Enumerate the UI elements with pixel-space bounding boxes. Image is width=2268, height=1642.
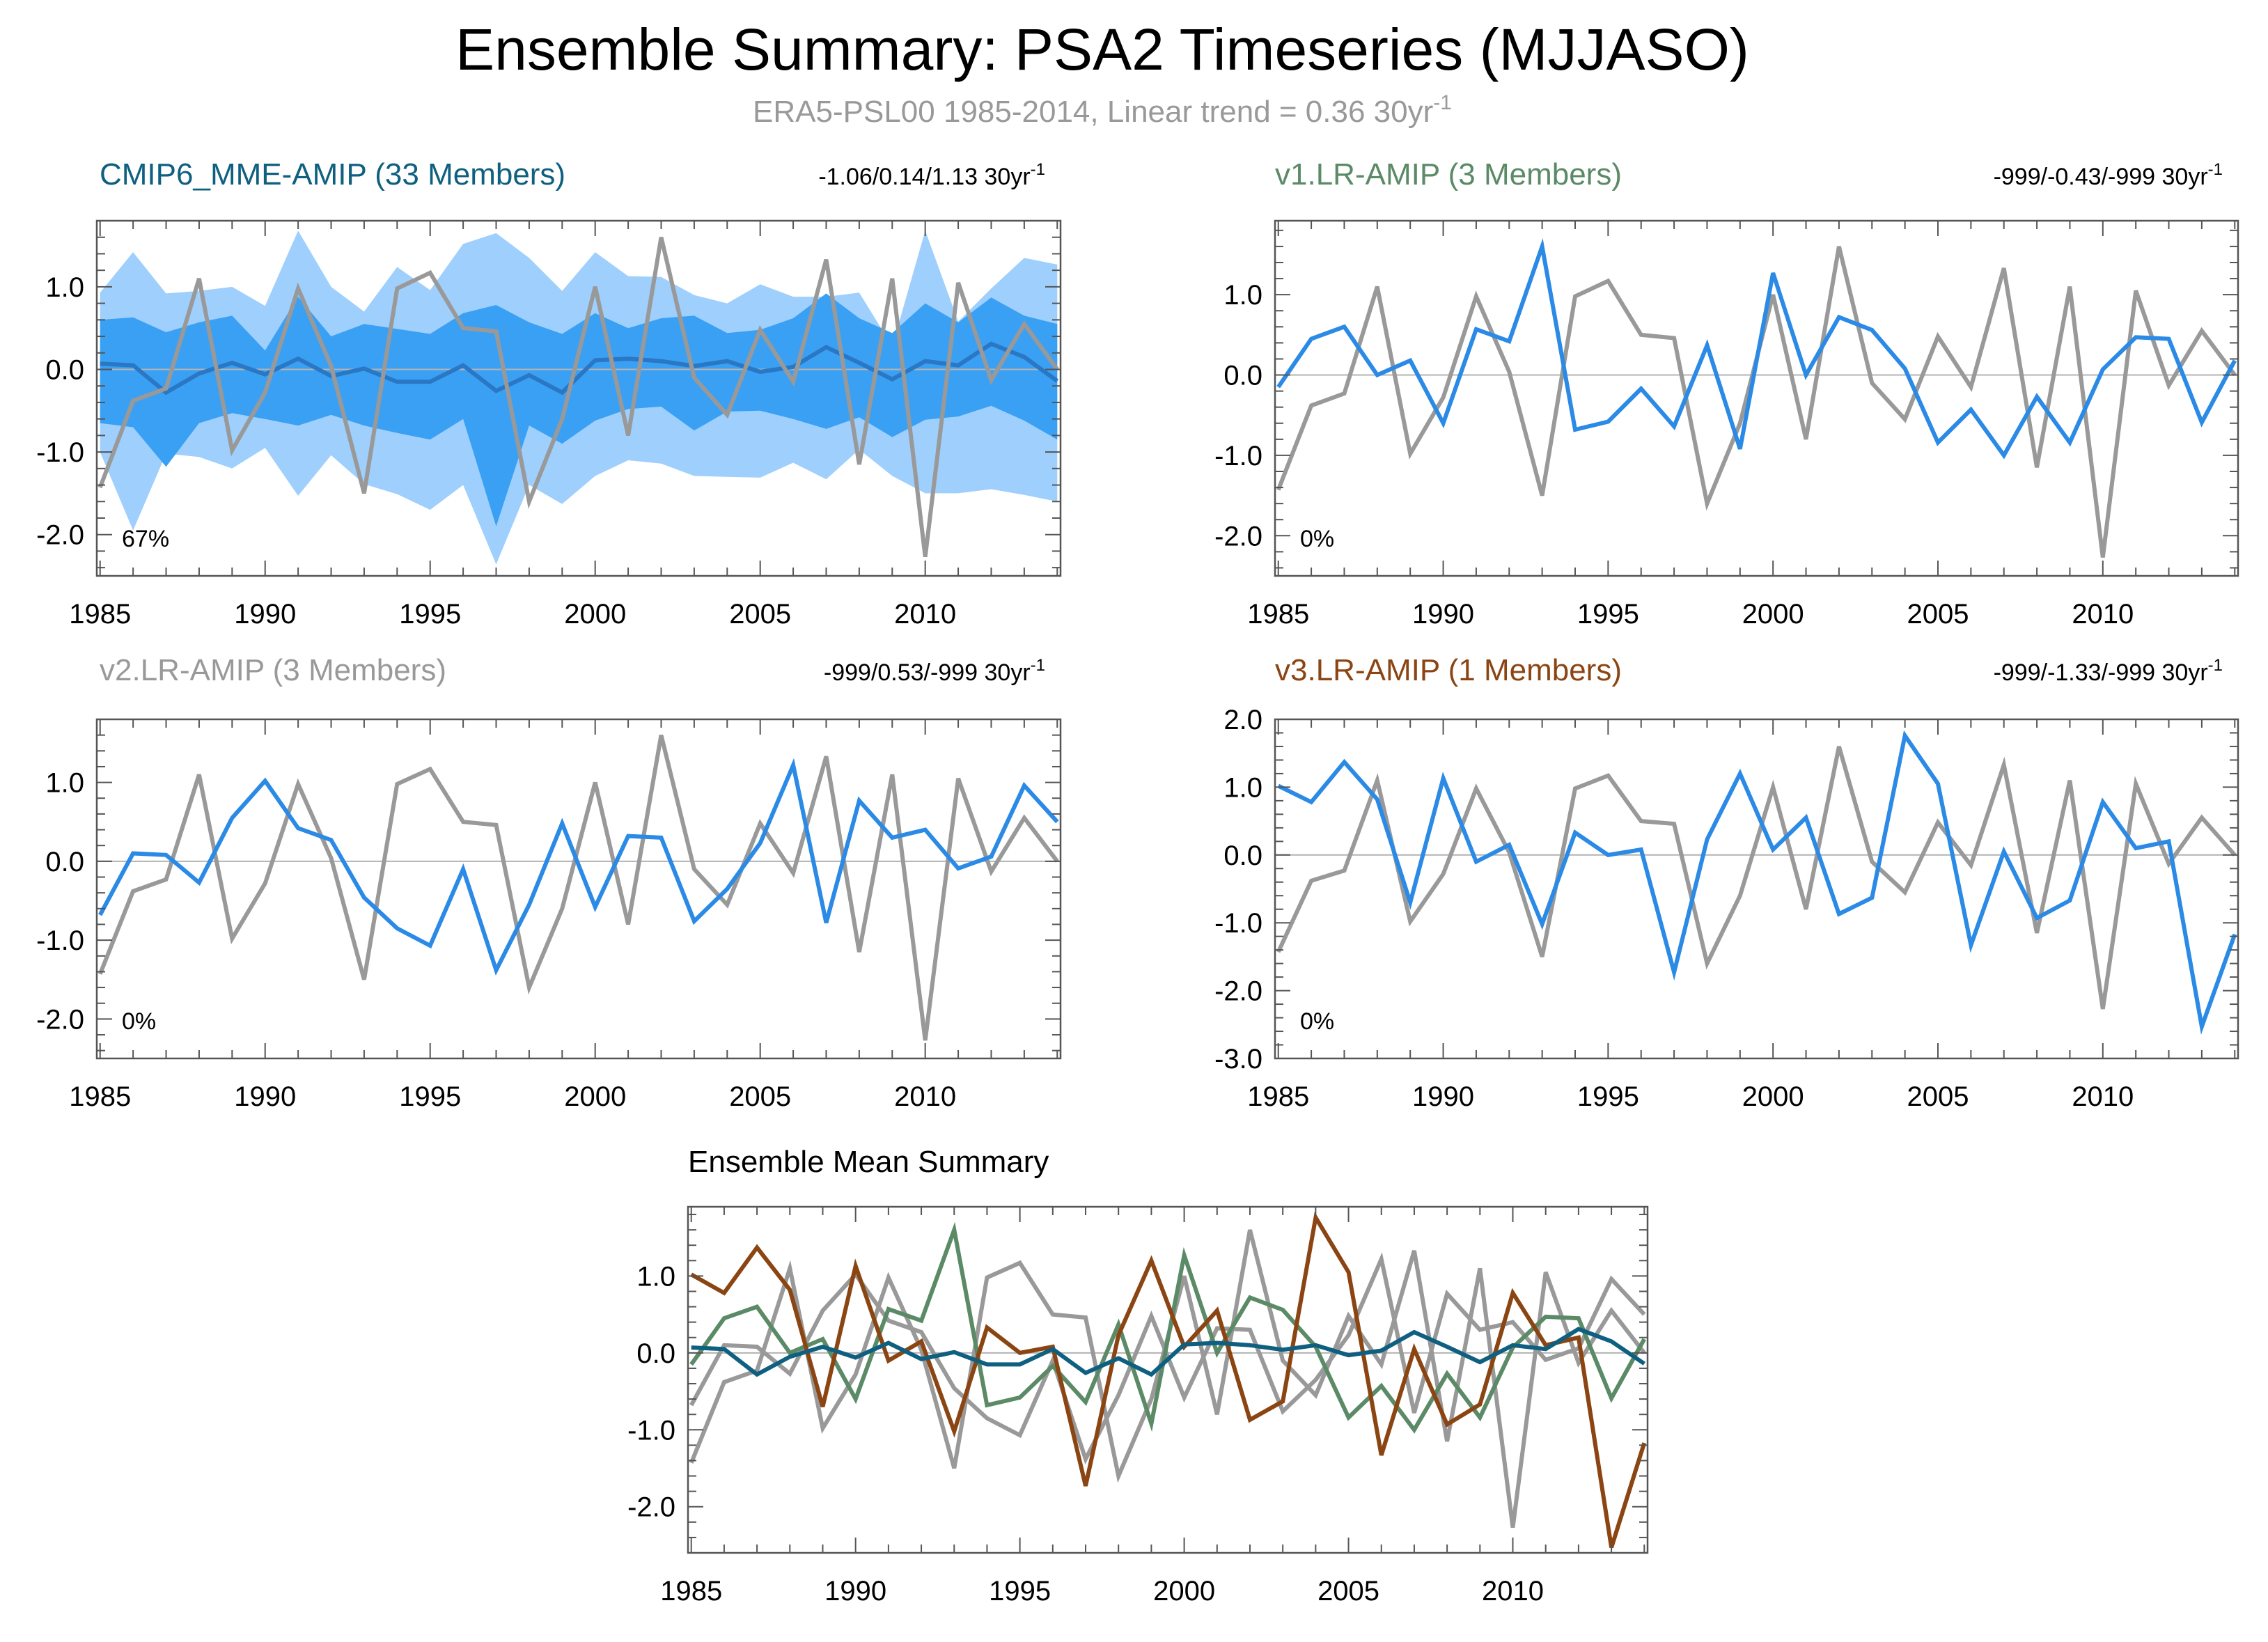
plot-area (688, 1212, 1648, 1549)
x-tick-label: 1985 (1247, 599, 1309, 630)
y-tick-label: 0.0 (45, 847, 84, 877)
series-line-mme-mean (100, 341, 1059, 396)
series-line-observed (689, 1229, 1646, 1528)
plot-frame (687, 1205, 1649, 1554)
x-tick-label: 1995 (1577, 1081, 1639, 1112)
panel-stats: -999/0.53/-999 30yr-1 (824, 656, 1045, 686)
percent-label: 0% (1300, 1008, 1334, 1035)
y-tick-label: 0.0 (45, 354, 84, 385)
x-tick-label: 2005 (1907, 1081, 1969, 1112)
x-tick-label: 1990 (1412, 1081, 1474, 1112)
y-tick-label: 1.0 (45, 768, 84, 799)
plot-area (1275, 238, 2238, 558)
plot-frame (95, 718, 1062, 1060)
range-band-inner (100, 293, 1058, 526)
panel-title: CMIP6_MME-AMIP (33 Members) (100, 157, 565, 191)
y-tick-label: -1.0 (36, 925, 84, 956)
y-tick-label: -2.0 (36, 1004, 84, 1035)
x-tick-label: 2000 (564, 599, 626, 630)
x-tick-label: 2005 (729, 1081, 791, 1112)
panel-v1: v1.LR-AMIP (3 Members) -999/-0.43/-999 30… (1214, 157, 2239, 630)
y-tick-label: 0.0 (1223, 840, 1262, 871)
x-tick-label: 1985 (69, 1081, 131, 1112)
y-tick-label: -1.0 (36, 437, 84, 468)
panel-cmip6: CMIP6_MME-AMIP (33 Members) -1.06/0.14/1.… (36, 157, 1062, 630)
series-line-cmip6 (691, 1327, 1645, 1377)
x-tick-label: 2005 (1907, 599, 1969, 630)
plot-frame (95, 219, 1062, 577)
percent-label: 0% (122, 1008, 156, 1035)
x-tick-label: 1985 (1247, 1081, 1309, 1112)
series-line-v1 (689, 1221, 1646, 1434)
y-tick-label: -2.0 (627, 1492, 675, 1523)
y-tick-label: -2.0 (1214, 521, 1262, 552)
panel-stats: -999/-1.33/-999 30yr-1 (1994, 656, 2223, 686)
series-line-observed (1276, 246, 2237, 558)
percent-label: 67% (122, 526, 169, 552)
figure-title: Ensemble Summary: PSA2 Timeseries (MJJAS… (455, 17, 1749, 82)
plot-frame (1274, 718, 2239, 1060)
series-line-model (98, 758, 1059, 976)
x-tick-label: 1985 (69, 599, 131, 630)
y-tick-label: 0.0 (636, 1338, 675, 1369)
y-tick-label: 1.0 (45, 272, 84, 303)
series-line-observed (97, 237, 1059, 558)
y-tick-label: 1.0 (1223, 772, 1262, 803)
y-tick-label: -2.0 (36, 520, 84, 551)
series-line-v3 (690, 1212, 1647, 1549)
x-tick-label: 1995 (399, 599, 461, 630)
x-tick-label: 2010 (1482, 1576, 1544, 1606)
x-tick-label: 2005 (1317, 1576, 1379, 1606)
x-tick-label: 2000 (1153, 1576, 1215, 1606)
series-line-model (1277, 730, 2237, 1035)
y-tick-label: 1.0 (1223, 280, 1262, 311)
y-tick-label: -1.0 (1214, 441, 1262, 471)
panel-title: v1.LR-AMIP (3 Members) (1275, 157, 1622, 191)
x-tick-label: 2010 (2072, 599, 2134, 630)
x-tick-label: 1990 (234, 1081, 296, 1112)
y-tick-label: -3.0 (1214, 1044, 1262, 1074)
x-tick-label: 2010 (894, 599, 956, 630)
y-tick-label: 0.0 (1223, 361, 1262, 391)
percent-label: 0% (1300, 526, 1334, 552)
x-tick-label: 1990 (234, 599, 296, 630)
y-tick-label: -2.0 (1214, 976, 1262, 1007)
x-tick-label: 1990 (1412, 599, 1474, 630)
panel-mean_summary: Ensemble Mean Summary 1985 1990 1995 2000 200… (627, 1145, 1649, 1606)
plot-frame (1274, 219, 2239, 577)
series-line-model (1276, 238, 2237, 460)
x-tick-label: 2000 (564, 1081, 626, 1112)
x-tick-label: 1990 (824, 1576, 886, 1606)
plot-area (97, 230, 1061, 565)
x-tick-label: 2005 (729, 599, 791, 630)
y-tick-label: 1.0 (636, 1261, 675, 1292)
panel-title: v3.LR-AMIP (1 Members) (1275, 653, 1622, 687)
x-tick-label: 2000 (1742, 1081, 1804, 1112)
plot-area (97, 734, 1061, 1041)
x-tick-label: 2000 (1742, 599, 1804, 630)
panel-title: v2.LR-AMIP (3 Members) (100, 653, 446, 687)
panels: CMIP6_MME-AMIP (33 Members) -1.06/0.14/1.… (36, 157, 2239, 1606)
y-tick-label: -1.0 (1214, 908, 1262, 939)
series-line-observed (97, 734, 1059, 1041)
y-tick-label: -1.0 (627, 1415, 675, 1446)
panel-v2: v2.LR-AMIP (3 Members) -999/0.53/-999 30y… (36, 653, 1062, 1112)
x-tick-label: 1995 (399, 1081, 461, 1112)
panel-v3: v3.LR-AMIP (1 Members) -999/-1.33/-999 30… (1214, 653, 2239, 1112)
figure-subtitle: ERA5-PSL00 1985-2014, Linear trend = 0.3… (753, 91, 1452, 129)
x-tick-label: 2010 (894, 1081, 956, 1112)
panel-title: Ensemble Mean Summary (688, 1145, 1049, 1179)
y-tick-label: 2.0 (1223, 705, 1262, 735)
x-tick-label: 1985 (660, 1576, 722, 1606)
series-line-observed (1276, 746, 2237, 1010)
plot-area (1275, 730, 2238, 1035)
x-tick-label: 1995 (1577, 599, 1639, 630)
x-tick-label: 2010 (2072, 1081, 2134, 1112)
x-tick-label: 1995 (989, 1576, 1051, 1606)
panel-stats: -999/-0.43/-999 30yr-1 (1994, 160, 2223, 190)
panel-stats: -1.06/0.14/1.13 30yr-1 (818, 160, 1045, 190)
